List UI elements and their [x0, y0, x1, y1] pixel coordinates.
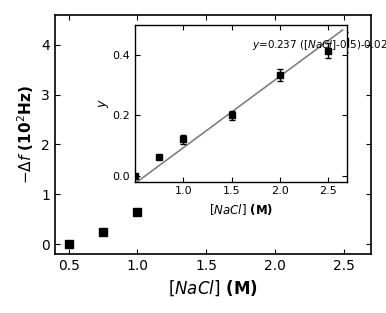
Y-axis label: $y$: $y$ — [97, 98, 111, 108]
X-axis label: $\mathit{[NaCl]}$ (M): $\mathit{[NaCl]}$ (M) — [168, 279, 258, 298]
Y-axis label: $-\Delta f$ (10$^2$Hz): $-\Delta f$ (10$^2$Hz) — [15, 85, 36, 184]
Text: $y$=0.237 ($\mathit{[NaCl]}$-0.5)-0.026: $y$=0.237 ($\mathit{[NaCl]}$-0.5)-0.026 — [252, 38, 386, 52]
X-axis label: $\mathit{[NaCl]}$ (M): $\mathit{[NaCl]}$ (M) — [209, 202, 273, 217]
